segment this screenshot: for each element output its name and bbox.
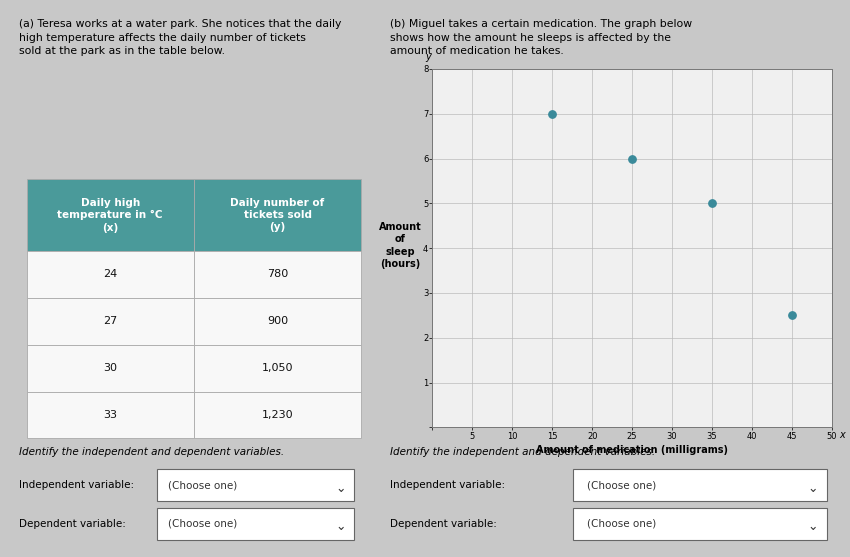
Text: 24: 24 <box>103 270 117 280</box>
Text: Dependent variable:: Dependent variable: <box>390 519 497 529</box>
Text: Identify the independent and dependent variables.: Identify the independent and dependent v… <box>19 447 284 457</box>
Text: ⌄: ⌄ <box>808 482 819 495</box>
Text: (Choose one): (Choose one) <box>167 480 237 490</box>
Text: 1,230: 1,230 <box>262 410 293 420</box>
Text: Independent variable:: Independent variable: <box>19 480 134 490</box>
Text: 900: 900 <box>267 316 288 326</box>
Text: ⌄: ⌄ <box>336 482 346 495</box>
Bar <box>194 345 361 392</box>
Text: (Choose one): (Choose one) <box>587 519 657 529</box>
Text: Dependent variable:: Dependent variable: <box>19 519 126 529</box>
Bar <box>26 345 194 392</box>
Text: Independent variable:: Independent variable: <box>390 480 506 490</box>
Bar <box>194 251 361 298</box>
Text: Amount
of
sleep
(hours): Amount of sleep (hours) <box>378 222 422 269</box>
Text: 33: 33 <box>103 410 117 420</box>
Text: (Choose one): (Choose one) <box>167 519 237 529</box>
Bar <box>194 179 361 251</box>
Text: 27: 27 <box>103 316 117 326</box>
Bar <box>574 508 827 540</box>
Bar <box>156 470 354 501</box>
Text: Identify the independent and dependent variables.: Identify the independent and dependent v… <box>390 447 655 457</box>
Bar <box>156 508 354 540</box>
Bar <box>194 392 361 438</box>
Text: 30: 30 <box>103 363 117 373</box>
Bar <box>194 298 361 345</box>
Bar <box>26 179 194 251</box>
Text: ⌄: ⌄ <box>336 520 346 533</box>
Text: (b) Miguel takes a certain medication. The graph below
shows how the amount he s: (b) Miguel takes a certain medication. T… <box>390 19 693 56</box>
Text: (a) Teresa works at a water park. She notices that the daily
high temperature af: (a) Teresa works at a water park. She no… <box>19 19 342 56</box>
Text: ⌄: ⌄ <box>808 520 819 533</box>
Bar <box>574 470 827 501</box>
Text: 1,050: 1,050 <box>262 363 293 373</box>
Bar <box>26 298 194 345</box>
Text: (Choose one): (Choose one) <box>587 480 657 490</box>
Text: Daily number of
tickets sold
(y): Daily number of tickets sold (y) <box>230 198 325 232</box>
Bar <box>26 251 194 298</box>
Bar <box>26 392 194 438</box>
Text: 780: 780 <box>267 270 288 280</box>
Text: Daily high
temperature in °C
(x): Daily high temperature in °C (x) <box>58 198 163 232</box>
